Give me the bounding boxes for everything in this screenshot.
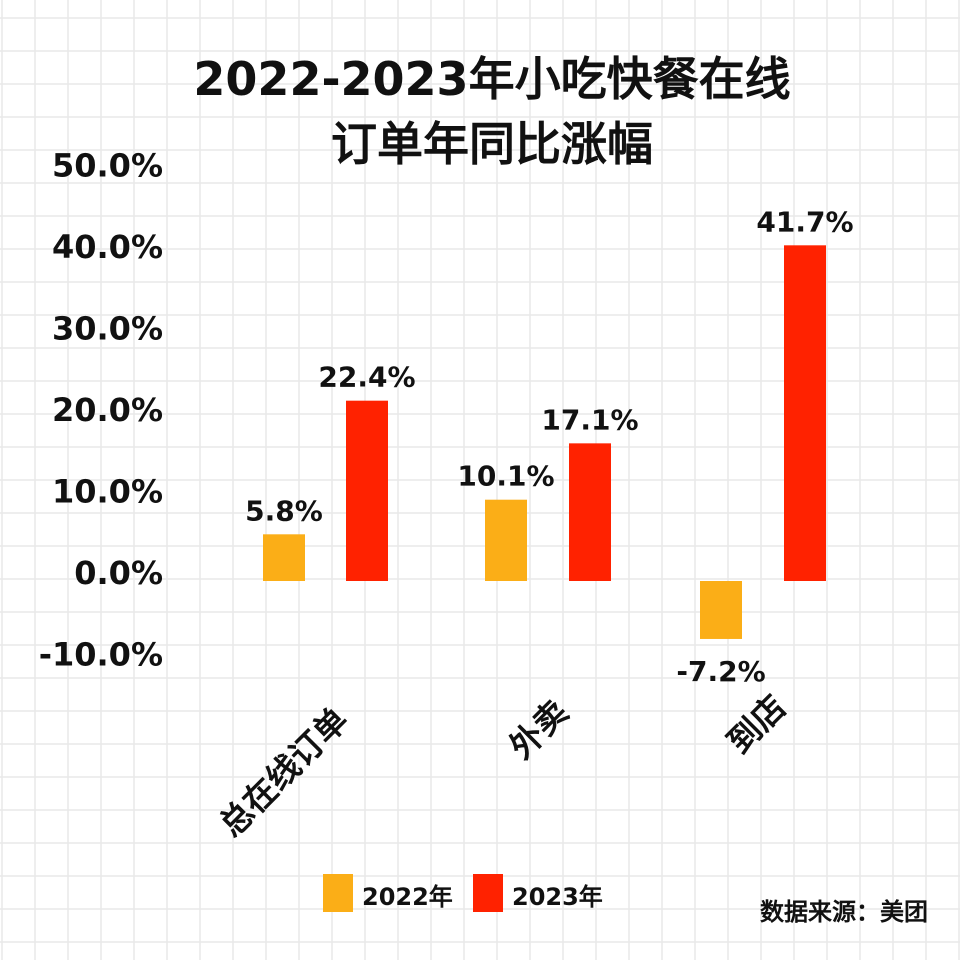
bars: 5.8% 10.1% -7.2% 22.4% 17.1% 41.7%: [245, 205, 853, 688]
data-label: 17.1%: [541, 403, 638, 436]
chart-title-line1: 2022-2023年小吃快餐在线: [193, 52, 790, 106]
bar-2023: [784, 245, 826, 581]
y-tick-label: 0.0%: [74, 554, 163, 592]
data-label: -7.2%: [676, 655, 765, 688]
data-label: 22.4%: [318, 361, 415, 394]
y-tick-label: 30.0%: [52, 310, 163, 348]
bar-2022: [700, 581, 742, 639]
x-category-label: 外卖: [501, 692, 575, 766]
chart-title-line2: 订单年同比涨幅: [331, 117, 653, 171]
legend-swatch-2022: [323, 874, 353, 912]
source-note: 数据来源：美团: [760, 898, 928, 926]
legend-label-2023: 2023年: [512, 883, 603, 911]
y-tick-label: 40.0%: [52, 228, 163, 266]
legend-label-2022: 2022年: [362, 883, 453, 911]
bar-2022: [485, 499, 527, 581]
y-tick-label: 10.0%: [52, 473, 163, 511]
legend-swatch-2023: [473, 874, 503, 912]
legend: 2022年 2023年: [323, 874, 603, 912]
bar-2023: [346, 400, 388, 581]
bar-2022: [263, 534, 305, 581]
data-label: 5.8%: [245, 494, 323, 527]
data-label: 41.7%: [756, 205, 853, 238]
data-label: 10.1%: [457, 460, 554, 493]
x-category-label: 到店: [719, 687, 793, 761]
y-tick-label: -10.0%: [39, 636, 163, 674]
y-tick-label: 50.0%: [52, 147, 163, 185]
y-tick-label: 20.0%: [52, 391, 163, 429]
bar-2023: [569, 443, 611, 581]
y-axis-labels: 50.0% 40.0% 30.0% 20.0% 10.0% 0.0% -10.0%: [39, 147, 163, 674]
